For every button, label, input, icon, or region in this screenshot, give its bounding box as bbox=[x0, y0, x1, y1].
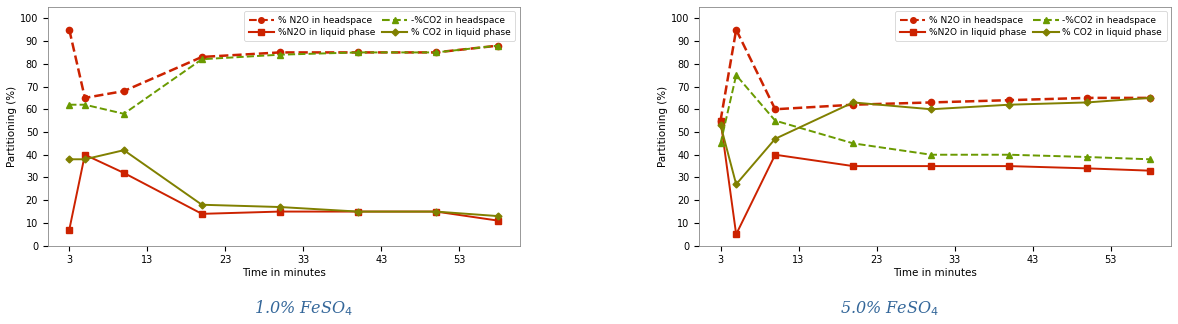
Legend: % N2O in headspace, %N2O in liquid phase, -%CO2 in headspace, % CO2 in liquid ph: % N2O in headspace, %N2O in liquid phase… bbox=[244, 11, 515, 41]
Text: 5.0% FeSO$_4$: 5.0% FeSO$_4$ bbox=[840, 299, 939, 318]
X-axis label: Time in minutes: Time in minutes bbox=[893, 268, 977, 278]
X-axis label: Time in minutes: Time in minutes bbox=[241, 268, 326, 278]
Legend: % N2O in headspace, %N2O in liquid phase, -%CO2 in headspace, % CO2 in liquid ph: % N2O in headspace, %N2O in liquid phase… bbox=[895, 11, 1166, 41]
Text: 1.0% FeSO$_4$: 1.0% FeSO$_4$ bbox=[254, 298, 353, 318]
Y-axis label: Partitioning (%): Partitioning (%) bbox=[7, 86, 16, 167]
Y-axis label: Partitioning (%): Partitioning (%) bbox=[659, 86, 668, 167]
